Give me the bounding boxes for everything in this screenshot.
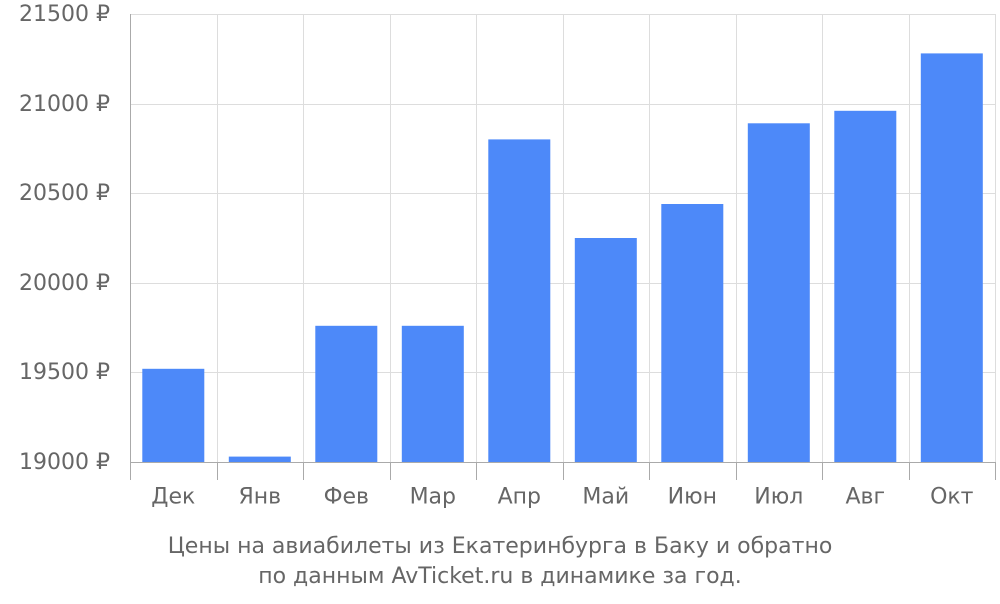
x-tick-label: Дек bbox=[151, 485, 195, 510]
x-tick-label: Апр bbox=[498, 485, 541, 510]
y-tick-label: 20500 ₽ bbox=[19, 181, 110, 206]
y-tick-label: 21000 ₽ bbox=[19, 92, 110, 117]
axes bbox=[130, 14, 996, 480]
x-tick-label: Янв bbox=[238, 485, 281, 510]
x-tick-label: Июл bbox=[754, 485, 803, 510]
bar bbox=[661, 204, 724, 462]
x-tick-label: Фев bbox=[324, 485, 369, 510]
x-tick-label: Авг bbox=[846, 485, 886, 510]
y-tick-labels: 19000 ₽ 19500 ₽ 20000 ₽ 20500 ₽ 21000 ₽ 21500… bbox=[19, 2, 110, 475]
y-tick-label: 19000 ₽ bbox=[19, 450, 110, 475]
grid bbox=[130, 14, 996, 463]
x-tick-label: Май bbox=[582, 485, 629, 510]
bar bbox=[920, 53, 983, 463]
bar bbox=[315, 325, 378, 462]
bar bbox=[488, 139, 551, 462]
x-tick-labels: Дек Янв Фев Мар Апр Май Июн Июл Авг Окт bbox=[151, 485, 973, 510]
y-tick-label: 19500 ₽ bbox=[19, 360, 110, 385]
caption-line-1: Цены на авиабилеты из Екатеринбурга в Ба… bbox=[167, 534, 833, 559]
bar bbox=[747, 123, 810, 463]
caption-line-2: по данным AvTicket.ru в динамике за год. bbox=[258, 564, 742, 589]
x-tick-label: Окт bbox=[930, 485, 974, 510]
x-tick-label: Мар bbox=[410, 485, 456, 510]
bar bbox=[574, 238, 637, 462]
bar bbox=[228, 456, 291, 462]
y-tick-label: 20000 ₽ bbox=[19, 271, 110, 296]
x-tick-label: Июн bbox=[668, 485, 717, 510]
bar bbox=[401, 325, 464, 462]
bar bbox=[834, 110, 897, 463]
y-tick-label: 21500 ₽ bbox=[19, 2, 110, 27]
bar bbox=[142, 368, 205, 462]
bars bbox=[142, 53, 983, 463]
chart-caption: Цены на авиабилеты из Екатеринбурга в Ба… bbox=[0, 532, 1000, 592]
